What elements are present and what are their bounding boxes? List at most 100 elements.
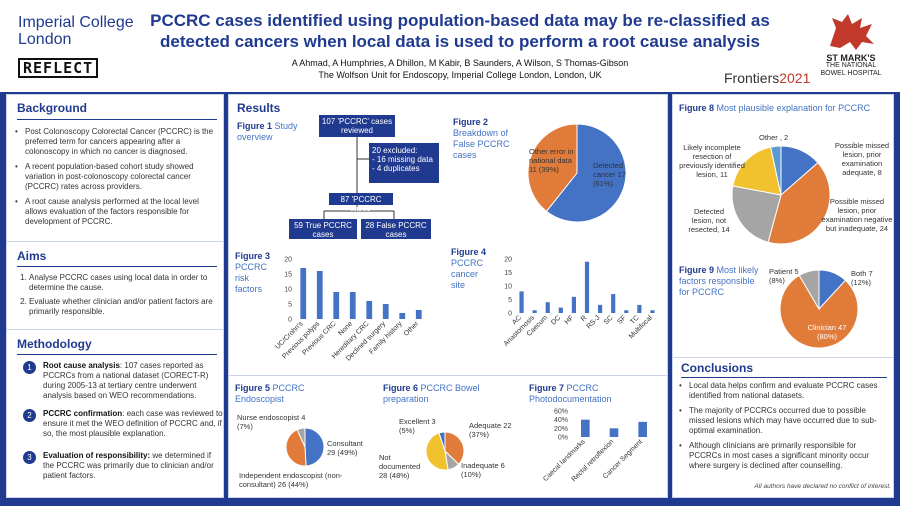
figure-6-pie (425, 431, 465, 471)
fig3-bar-1 (316, 271, 323, 319)
fig8-slice-3 (732, 146, 782, 196)
fig2-label-detected: Detected cancer 17 (61%) (593, 161, 626, 188)
fig5-slice-0 (304, 427, 325, 467)
fig3-bar-5 (382, 304, 389, 319)
aims-heading: Aims (17, 249, 47, 263)
fig9-slice-1 (779, 274, 859, 349)
st-marks-line-2: THE NATIONAL (825, 62, 877, 69)
fig5-label-independent: Independent endoscopist (non-consultant)… (239, 471, 343, 489)
fig2-label-other: Other error in national data 11 (39%) (529, 147, 574, 174)
frontiers-logo: Frontiers2021 (724, 70, 810, 86)
excluded-line: - 4 duplicates (372, 164, 420, 173)
divider (17, 119, 217, 120)
fig4-bar-7 (611, 294, 616, 313)
poster-header: Imperial College London REFLECT PCCRC ca… (0, 0, 900, 92)
logo-line-1: Imperial College (18, 14, 134, 31)
background-heading: Background (17, 101, 88, 115)
st-marks-line-1: ST MARK'S (826, 53, 876, 63)
fig7-ytick: 60% (554, 409, 568, 416)
step-title: Evaluation of responsibility: (43, 451, 151, 460)
reflect-logo: REFLECT (18, 58, 99, 78)
step-number-badge: 2 (23, 409, 36, 422)
st-marks-logo: ST MARK'S THE NATIONAL BOWEL HOSPITAL (818, 54, 884, 78)
aims-list: Analyse PCCRC cases using local data in … (15, 273, 219, 321)
box-excluded: 20 excluded: - 16 missing data - 4 dupli… (369, 143, 439, 183)
fig4-bar-2 (545, 302, 550, 313)
fig4-ytick: 0 (508, 311, 512, 318)
fig6-label-notdoc: Not documented 28 (48%) (379, 453, 421, 480)
fig6-label-inadequate: Inadequate 6 (10%) (461, 461, 505, 479)
griffin-icon (830, 14, 874, 50)
fig4-ytick: 10 (504, 284, 512, 291)
frontiers-year: 2021 (779, 70, 811, 86)
poster-title: PCCRC cases identified using population-… (150, 10, 770, 52)
fig6-label-excellent: Excellent 3 (5%) (399, 417, 436, 435)
fig3-ytick: 10 (284, 287, 292, 294)
method-step-2: 2 PCCRC confirmation: each case was revi… (23, 409, 223, 439)
fig8-label-detected: Detected lesion, not resected, 14 (688, 207, 730, 234)
fig7-ytick: 0% (558, 435, 568, 442)
fig3-bar-7 (415, 310, 422, 319)
box-cases-reviewed: 107 'PCCRC' cases reviewed (319, 115, 395, 137)
fig7-bar-1 (609, 428, 619, 437)
results-column: Results Figure 1 Study overview 107 'PCC… (228, 94, 668, 498)
fig4-xtick: HF (564, 314, 576, 326)
fig2-slice-1 (527, 123, 578, 213)
fig8-label-other: Other , 2 (759, 133, 789, 142)
fig4-xtick: AC (511, 314, 523, 326)
background-item: A root cause analysis performed at the l… (15, 197, 219, 227)
step-number-badge: 3 (23, 451, 36, 464)
divider (17, 354, 217, 355)
conclusion-item: Although clinicians are primarily respon… (679, 441, 889, 471)
results-heading: Results (237, 101, 281, 115)
fig5-slice-2 (296, 427, 306, 448)
fig7-ytick: 40% (554, 417, 568, 424)
fig3-bar-2 (333, 292, 340, 319)
fig2-slice-0 (545, 123, 627, 223)
fig4-xtick: TC (629, 314, 641, 326)
fig9-label-clinician: Clinician 47 (80%) (807, 323, 847, 341)
fig4-xtick: SF (616, 314, 627, 325)
section-divider (7, 241, 223, 242)
aims-item: Evaluate whether clinician and/or patien… (29, 297, 219, 317)
fig4-ytick: 5 (508, 297, 512, 304)
fig7-bar-2 (638, 421, 647, 437)
fig8-label-missed-adequate: Possible missed lesion, prior examinatio… (834, 141, 890, 177)
fig4-bar-3 (558, 307, 563, 313)
section-divider (673, 357, 893, 358)
fig7-bar-0 (581, 419, 590, 437)
figure-5-title: Figure 5 PCCRC Endoscopist (235, 383, 305, 404)
section-divider (7, 329, 223, 330)
st-marks-line-3: BOWEL HOSPITAL (820, 70, 882, 77)
fig3-ytick: 15 (284, 272, 292, 279)
methodology-heading: Methodology (17, 337, 92, 351)
divider (17, 266, 217, 267)
divider (681, 377, 887, 378)
fig3-bar-3 (349, 292, 356, 319)
fig4-ytick: 15 (504, 270, 512, 277)
fig7-ytick: 20% (554, 426, 568, 433)
authors: A Ahmad, A Humphries, A Dhillon, M Kabir… (291, 58, 629, 68)
fig8-slice-1 (767, 162, 831, 245)
section-divider (229, 375, 667, 376)
excluded-line: 20 excluded: (372, 146, 418, 155)
conclusions-list: Local data helps confirm and evaluate PC… (679, 381, 889, 476)
figure-6-title: Figure 6 PCCRC Bowel preparation (383, 383, 480, 404)
title-line-2: detected cancers when local data is used… (160, 32, 760, 51)
figure-4-title: Figure 4 PCCRC cancer site (451, 247, 487, 290)
aims-item: Analyse PCCRC cases using local data in … (29, 273, 219, 293)
figure-7-title: Figure 7 PCCRC Photodocumentation (529, 383, 612, 404)
box-false-pccrc: 28 False PCCRC cases (361, 219, 431, 239)
fig4-bar-9 (637, 304, 642, 313)
fig3-bar-4 (366, 301, 373, 319)
background-item: A recent population-based cohort study s… (15, 162, 219, 192)
fig8-slice-2 (731, 185, 782, 243)
fig4-bar-1 (532, 310, 537, 313)
fig4-bar-5 (584, 261, 590, 313)
fig6-slice-3 (438, 431, 446, 452)
fig3-ytick: 5 (288, 302, 292, 309)
figure-1-connectors (323, 137, 395, 219)
